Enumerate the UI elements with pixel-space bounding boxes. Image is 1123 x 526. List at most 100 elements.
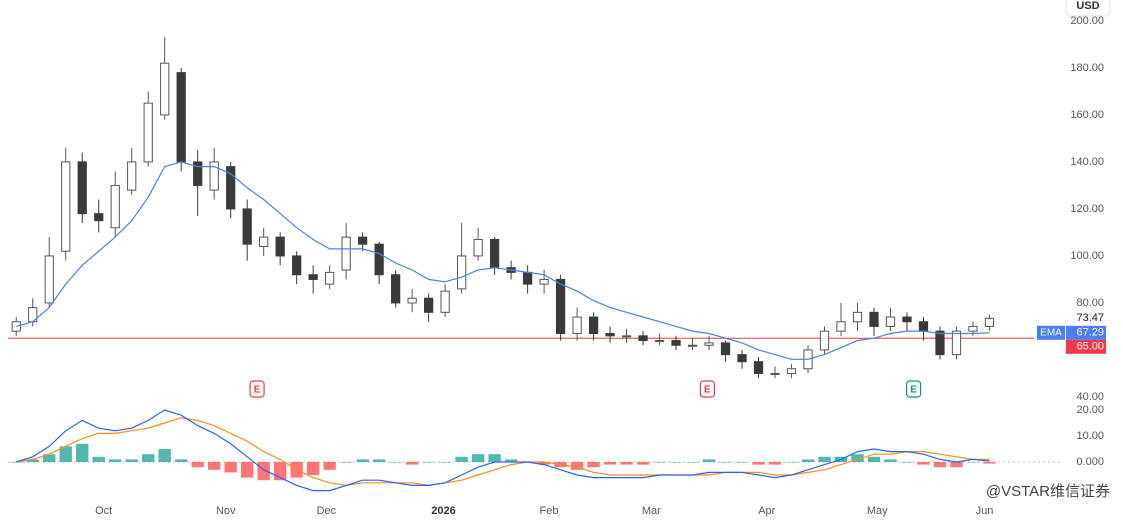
x-tick-label: Mar: [642, 505, 661, 517]
candle-body: [984, 317, 995, 327]
candle-body: [275, 236, 285, 257]
histogram-bar: [306, 462, 320, 476]
earnings-marker: [699, 380, 715, 398]
histogram-bar: [537, 462, 551, 465]
histogram-bar: [587, 462, 600, 468]
histogram-bar: [653, 462, 666, 463]
histogram-bar: [933, 462, 947, 468]
price-line-box: [1066, 339, 1106, 354]
y-tick-label: 0.000: [1076, 456, 1104, 468]
candle-body: [539, 278, 549, 285]
candle-body: [605, 332, 615, 337]
y-tick-label: 140.00: [1070, 156, 1104, 168]
candle-body: [951, 330, 962, 356]
ema-value-box: [1066, 325, 1106, 340]
histogram-bar: [785, 462, 798, 463]
y-tick-label: 100.00: [1070, 250, 1104, 262]
candle-body: [226, 166, 236, 210]
ema-name: EMA: [1040, 327, 1062, 338]
histogram-bar: [867, 456, 881, 463]
histogram-bar: [851, 454, 864, 463]
ema-value: 67.29: [1076, 327, 1104, 339]
candle-body: [391, 274, 401, 304]
earnings-label: E: [254, 385, 261, 396]
histogram-bar: [702, 459, 716, 463]
watermark: @VSTAR维信证券: [986, 483, 1110, 500]
histogram-bar: [323, 462, 336, 470]
y-tick-label: 80.00: [1076, 297, 1104, 309]
candle-body: [918, 321, 929, 332]
ema-line: [16, 161, 990, 360]
candle-body: [720, 342, 731, 356]
candle-body: [358, 236, 368, 245]
y-tick-label: 180.00: [1070, 62, 1104, 74]
macd-line: [16, 409, 990, 492]
candle-body: [819, 330, 830, 351]
candle-body: [440, 290, 450, 313]
y-tick-label: 10.00: [1076, 430, 1104, 442]
x-tick-label: May: [867, 505, 888, 517]
histogram-bar: [356, 459, 369, 463]
candle-body: [456, 255, 467, 290]
x-tick-label: Jun: [976, 505, 994, 517]
histogram-bar: [752, 462, 765, 465]
currency: USD: [1076, 0, 1099, 12]
histogram-bar: [455, 456, 468, 463]
histogram-bar: [76, 443, 89, 463]
y-tick-label: 200.00: [1070, 15, 1104, 27]
y-tick-label: 40.00: [1076, 391, 1104, 403]
histogram-bar: [438, 462, 452, 463]
histogram-bar: [603, 462, 617, 465]
y-tick-label: 160.00: [1070, 109, 1104, 121]
earnings-label: E: [910, 385, 917, 396]
earnings-marker: [905, 380, 922, 398]
histogram-bar: [175, 459, 188, 463]
histogram-bar: [801, 459, 815, 463]
candle-body: [621, 335, 632, 338]
candle-body: [902, 316, 912, 323]
candle-body: [968, 325, 978, 332]
x-tick-label: Apr: [758, 505, 775, 517]
histogram-bar: [422, 462, 435, 463]
histogram-bar: [983, 462, 996, 464]
histogram-bar: [224, 462, 237, 473]
candle-body: [770, 372, 780, 375]
histogram-bar: [917, 462, 930, 465]
histogram-bar: [257, 462, 270, 481]
histogram-bar: [339, 462, 353, 463]
histogram-bar: [43, 454, 56, 463]
currency-box: [1065, 0, 1111, 17]
candle-body: [704, 342, 714, 346]
candle-body: [753, 361, 764, 374]
histogram-bar: [818, 456, 831, 463]
candle-body: [555, 278, 566, 334]
x-tick-label: Nov: [216, 505, 236, 517]
candle-body: [341, 236, 351, 271]
candle-body: [193, 161, 203, 186]
histogram-bar: [900, 462, 914, 463]
candle-body: [242, 208, 252, 245]
y-tick-label: 20.00: [1076, 404, 1104, 416]
histogram-bar: [735, 462, 749, 463]
candle-body: [308, 274, 318, 280]
histogram-bar: [191, 462, 204, 468]
candle-body: [885, 316, 896, 327]
candle-body: [786, 368, 797, 374]
histogram-bar: [570, 462, 584, 470]
candle-body: [836, 321, 846, 332]
histogram-bar: [488, 454, 501, 463]
candle-body: [572, 316, 582, 334]
price-line-label: 65.00: [1076, 341, 1104, 353]
y-tick-label: 120.00: [1070, 203, 1104, 215]
x-tick-label: 2026: [431, 505, 455, 517]
histogram-bar: [768, 462, 782, 465]
candle-body: [44, 255, 54, 304]
histogram-bar: [109, 459, 122, 463]
x-tick-label: Dec: [317, 505, 337, 517]
candle-body: [292, 255, 302, 276]
histogram-bar: [59, 446, 72, 463]
candle-body: [110, 184, 120, 229]
candle-body: [588, 316, 599, 334]
candle-body: [209, 161, 219, 191]
histogram-bar: [471, 454, 485, 463]
